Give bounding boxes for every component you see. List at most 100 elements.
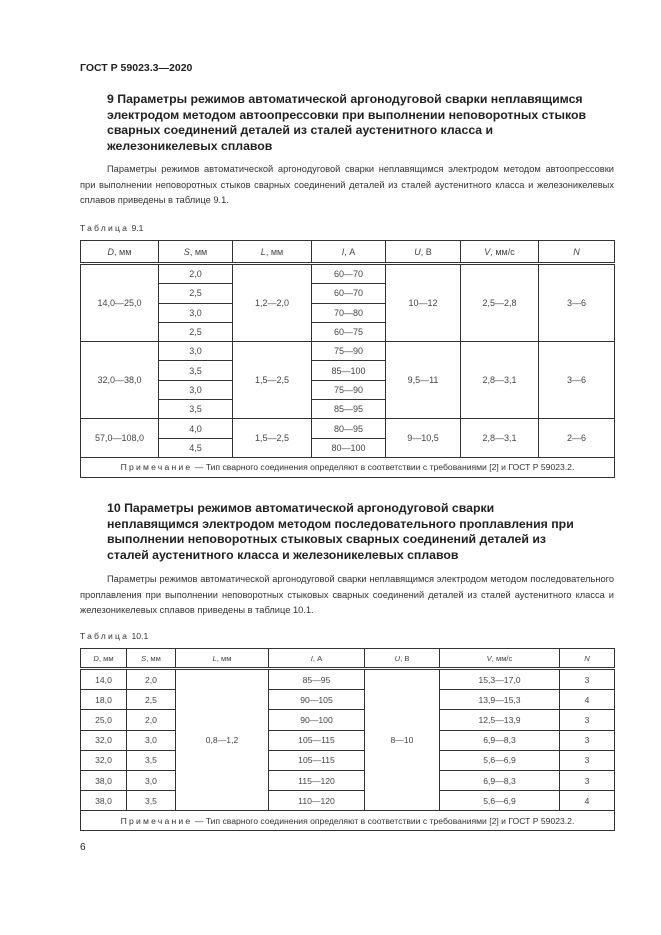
column-symbol: N	[584, 653, 590, 663]
cell-i: 85—95	[311, 399, 386, 420]
cell-u: 9,5—11	[385, 341, 461, 420]
cell-u: 10—12	[385, 262, 461, 343]
note-label: Примечание	[120, 815, 193, 826]
table-9-1: D, мм S, мм L, мм I, А U, В V, мм/с N 14,0—25,0…	[80, 240, 615, 478]
column-header: U, В	[364, 648, 440, 670]
column-symbol: V	[484, 246, 491, 257]
table-row: 2,5 60—75	[81, 321, 615, 343]
table-row: 38,0 3,0 115—120 6,9—8,3 3	[80, 769, 615, 792]
column-unit: , А	[312, 653, 323, 663]
cell-i: 90—100	[268, 709, 365, 731]
cell-v: 15,3—17,0	[439, 667, 560, 691]
cell-n: 3	[559, 769, 615, 792]
page-number: 6	[80, 842, 86, 853]
cell-i: 85—100	[311, 360, 386, 381]
column-unit: , мм	[146, 653, 161, 663]
cell-s: 2,0	[126, 667, 176, 691]
note-text: — Тип сварного соединения определяют в с…	[192, 815, 575, 826]
cell-i: 60—70	[311, 262, 386, 285]
cell-n: 4	[559, 790, 615, 812]
column-symbol: L	[212, 653, 217, 663]
table-note: Примечание — Тип сварного соединения опр…	[80, 456, 615, 478]
table-10-1: D, мм S, мм L, мм I, А U, В V, мм/с N 14,0 2,0 0,…	[80, 648, 615, 832]
section-9-title: 9 Параметры режимов автоматической аргон…	[107, 92, 587, 153]
column-header: S, мм	[158, 240, 233, 265]
table-10-1-caption: Таблица 10.1	[80, 631, 148, 641]
table-row: 14,0—25,0 2,0 1,2—2,0 60—70 10—12 2,5—2,8 3—6	[80, 262, 615, 343]
column-symbol: I	[310, 653, 313, 663]
column-header: S, мм	[126, 648, 176, 670]
cell-n: 3—6	[538, 341, 615, 420]
column-unit: , В	[420, 246, 432, 257]
column-unit: , мм/с	[490, 246, 515, 257]
cell-v: 5,6—6,9	[439, 749, 560, 771]
cell-d: 25,0	[80, 709, 127, 731]
column-header: V, мм/с	[439, 648, 560, 670]
cell-u: 9—10,5	[385, 418, 461, 458]
column-unit: , мм	[216, 653, 232, 663]
cell-l: 0,8—1,2	[175, 667, 269, 812]
cell-d: 38,0	[80, 769, 127, 792]
column-unit: , мм	[265, 246, 284, 257]
cell-n: 2—6	[538, 418, 615, 458]
cell-v: 2,8—3,1	[460, 341, 539, 420]
cell-n: 3	[559, 667, 615, 691]
cell-d: 14,0	[80, 667, 127, 691]
cell-s: 3,0	[158, 379, 233, 401]
column-symbol: V	[486, 653, 492, 663]
cell-i: 75—90	[311, 341, 386, 362]
column-unit: , А	[344, 246, 356, 257]
cell-d: 32,0—38,0	[80, 341, 159, 420]
cell-l: 1,5—2,5	[232, 418, 312, 458]
cell-n: 4	[559, 689, 615, 711]
cell-d: 32,0	[80, 749, 127, 771]
cell-s: 2,5	[126, 689, 176, 711]
column-header: L, мм	[175, 648, 269, 670]
cell-s: 3,0	[158, 341, 233, 362]
table-row: 32,0—38,0 3,0 1,5—2,5 75—90 9,5—11 2,8—3,1 3—6	[80, 341, 615, 420]
cell-s: 3,0	[126, 729, 176, 751]
cell-i: 90—105	[268, 689, 365, 711]
column-header: L, мм	[232, 240, 312, 265]
cell-v: 2,8—3,1	[460, 418, 539, 458]
column-symbol: N	[573, 246, 580, 257]
table-row: 32,0 3,0 105—115 6,9—8,3 3	[80, 729, 615, 751]
cell-s: 3,0	[158, 302, 233, 323]
table-row: 57,0—108,0 4,0 1,5—2,5 80—95 9—10,5 2,8—3,1 2—…	[80, 418, 615, 458]
column-unit: , мм	[98, 653, 114, 663]
section-9-paragraph: Параметры режимов автоматической аргонод…	[80, 164, 614, 205]
column-symbol: U	[414, 246, 421, 257]
table-row: 38,0 3,5 110—120 5,6—6,9 4	[80, 790, 615, 812]
cell-l: 1,2—2,0	[232, 262, 312, 343]
cell-i: 105—115	[268, 749, 365, 771]
cell-i: 105—115	[268, 729, 365, 751]
column-symbol: S	[141, 653, 147, 663]
table-note-row: Примечание — Тип сварного соединения опр…	[80, 810, 615, 832]
table-note-row: Примечание — Тип сварного соединения опр…	[80, 456, 615, 478]
cell-n: 3	[559, 709, 615, 731]
cell-i: 110—120	[268, 790, 365, 812]
table-row: 14,0 2,0 0,8—1,2 85—95 8—10 15,3—17,0 3	[80, 667, 615, 812]
section-10-paragraph: Параметры режимов автоматической аргонод…	[80, 574, 614, 615]
column-header: I, А	[311, 240, 386, 265]
column-symbol: I	[341, 246, 345, 257]
cell-v: 6,9—8,3	[439, 769, 560, 792]
cell-i: 80—95	[311, 418, 386, 439]
cell-n: 3—6	[538, 262, 615, 343]
cell-v: 2,5—2,8	[460, 262, 539, 343]
cell-n: 3	[559, 729, 615, 751]
column-symbol: U	[394, 653, 401, 663]
column-symbol: D	[93, 653, 99, 663]
column-header: D, мм	[80, 648, 127, 670]
table-9-1-caption: Таблица 9.1	[80, 223, 143, 233]
cell-i: 80—100	[311, 437, 386, 458]
table-row: 3,5 85—95	[81, 399, 615, 420]
cell-l: 1,5—2,5	[232, 341, 312, 420]
cell-s: 4,5	[158, 437, 233, 458]
document-code: ГОСТ Р 59023.3—2020	[80, 62, 193, 74]
column-header: I, А	[268, 648, 365, 670]
caption-number: 9.1	[131, 223, 144, 233]
cell-s: 3,5	[126, 790, 176, 812]
column-unit: , мм	[189, 246, 208, 257]
